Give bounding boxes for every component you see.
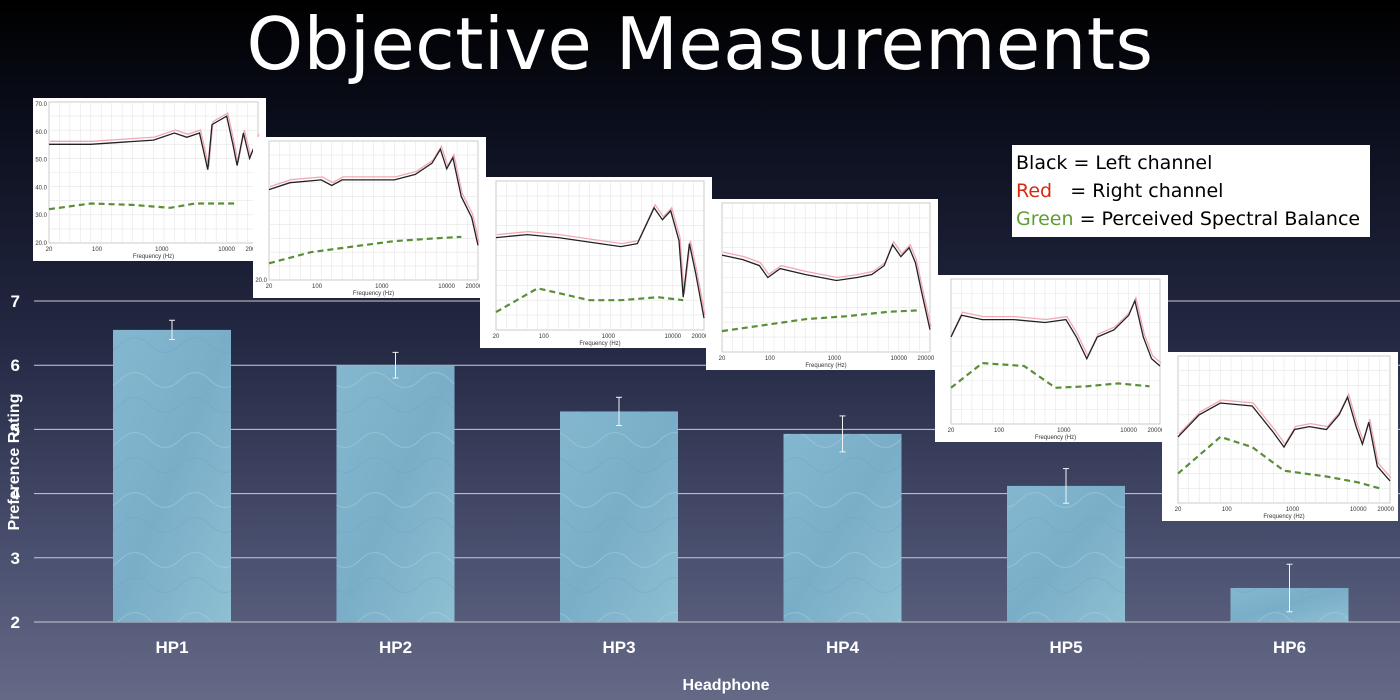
y-axis-label: Preference Rating: [6, 394, 23, 531]
inset-y-tick: 30.0: [35, 213, 47, 219]
inset-y-tick: 40.0: [35, 185, 47, 191]
inset-left-channel-curve: [950, 298, 1161, 367]
color-legend: Black = Left channel Red = Right channel…: [1012, 145, 1370, 237]
y-tick-label: 7: [11, 292, 20, 311]
inset-y-tick: 20.0: [35, 241, 47, 247]
inset-x-tick: 10000: [438, 284, 455, 290]
legend-description: = Right channel: [1052, 180, 1224, 202]
inset-frequency-response-hp6: 20 100 1000 10000 20000 Frequency (Hz): [1162, 352, 1398, 521]
bar-texture: [336, 365, 455, 622]
y-tick-label: 4: [11, 485, 21, 504]
inset-x-tick: 10000: [890, 356, 907, 362]
inset-perceived-balance-curve: [495, 287, 684, 314]
inset-x-tick: 100: [539, 334, 550, 340]
inset-left-channel-curve: [49, 115, 259, 170]
legend-description: = Left channel: [1067, 152, 1213, 174]
inset-x-tick: 100: [1222, 507, 1233, 513]
x-tick-label: HP1: [155, 638, 188, 657]
inset-right-channel-curve: [269, 144, 480, 243]
inset-x-label: Frequency (Hz): [133, 254, 174, 260]
inset-x-tick: 1000: [1057, 428, 1071, 434]
legend-description: = Perceived Spectral Balance: [1073, 208, 1361, 230]
inset-x-tick: 20000: [917, 356, 934, 362]
inset-x-tick: 10000: [1120, 428, 1137, 434]
inset-right-channel-curve: [722, 240, 932, 327]
y-tick-label: 6: [11, 356, 20, 375]
legend-line-left-channel: Black = Left channel: [1016, 149, 1370, 177]
inset-x-tick: 10000: [218, 247, 235, 253]
bar-texture: [560, 411, 678, 622]
inset-x-tick: 20: [493, 334, 500, 340]
y-tick-label: 3: [11, 549, 20, 568]
inset-x-tick: 100: [765, 356, 776, 362]
legend-color-word: Black: [1016, 152, 1068, 174]
inset-y-tick: 70.0: [35, 102, 47, 108]
x-axis-label: Headphone: [682, 677, 769, 694]
inset-x-tick: 20: [266, 284, 273, 290]
inset-x-label: Frequency (Hz): [1263, 514, 1304, 520]
y-tick-label: 2: [11, 613, 20, 632]
inset-x-tick: 20: [719, 356, 726, 362]
inset-frequency-response-hp3: 20 100 1000 10000 20000 Frequency (Hz): [480, 177, 712, 348]
inset-x-tick: 20000: [691, 334, 708, 340]
legend-line-perceived-balance: Green = Perceived Spectral Balance: [1016, 205, 1370, 233]
inset-perceived-balance-curve: [950, 361, 1150, 389]
inset-perceived-balance-curve: [48, 202, 238, 211]
inset-perceived-balance-curve: [268, 235, 462, 265]
inset-frequency-response-hp2: 20 100 1000 10000 20000 Frequency (Hz) 20.0: [253, 137, 486, 298]
inset-y-tick: 60.0: [35, 130, 47, 136]
x-tick-label: HP2: [379, 638, 412, 657]
inset-x-tick: 20000: [465, 284, 482, 290]
inset-x-tick: 20000: [1377, 507, 1394, 513]
inset-x-tick: 1000: [602, 334, 616, 340]
inset-frequency-response-hp4: 20 100 1000 10000 20000 Frequency (Hz): [706, 199, 938, 370]
bar-texture: [113, 329, 231, 622]
inset-x-tick: 10000: [664, 334, 681, 340]
legend-color-word: Green: [1016, 208, 1074, 230]
x-tick-label: HP5: [1049, 638, 1082, 657]
x-tick-label: HP6: [1273, 638, 1306, 657]
inset-x-tick: 1000: [828, 356, 842, 362]
x-tick-label: HP3: [602, 638, 635, 657]
legend-line-right-channel: Red = Right channel: [1016, 177, 1370, 205]
inset-x-tick: 100: [92, 247, 103, 253]
bar-texture: [783, 433, 902, 622]
inset-x-label: Frequency (Hz): [805, 363, 846, 369]
inset-x-tick: 20: [46, 247, 53, 253]
inset-x-tick: 20: [1175, 507, 1182, 513]
inset-x-tick: 100: [312, 284, 323, 290]
slide-title: Objective Measurements: [246, 2, 1154, 86]
inset-left-channel-curve: [268, 147, 479, 246]
inset-x-label: Frequency (Hz): [579, 341, 620, 347]
inset-x-tick: 1000: [155, 247, 169, 253]
legend-color-word: Red: [1016, 180, 1053, 202]
bar-texture: [1007, 485, 1125, 622]
inset-x-tick: 1000: [375, 284, 389, 290]
inset-x-tick: 20: [948, 428, 955, 434]
inset-x-label: Frequency (Hz): [353, 291, 394, 297]
x-tick-label: HP4: [826, 638, 860, 657]
inset-y-tick: 20.0: [255, 278, 267, 284]
inset-perceived-balance-curve: [1177, 435, 1380, 490]
inset-x-tick: 1000: [1286, 507, 1300, 513]
inset-x-tick: 20000: [1147, 428, 1164, 434]
y-tick-label: 5: [11, 420, 20, 439]
inset-left-channel-curve: [495, 206, 705, 319]
inset-x-tick: 10000: [1350, 507, 1367, 513]
inset-y-tick: 50.0: [35, 158, 47, 164]
inset-x-label: Frequency (Hz): [1035, 435, 1076, 441]
inset-left-channel-curve: [1177, 395, 1391, 482]
inset-frequency-response-hp5: 20 100 1000 10000 20000 Frequency (Hz): [935, 275, 1168, 442]
inset-left-channel-curve: [721, 243, 931, 330]
inset-x-tick: 100: [994, 428, 1005, 434]
inset-perceived-balance-curve: [721, 309, 920, 333]
